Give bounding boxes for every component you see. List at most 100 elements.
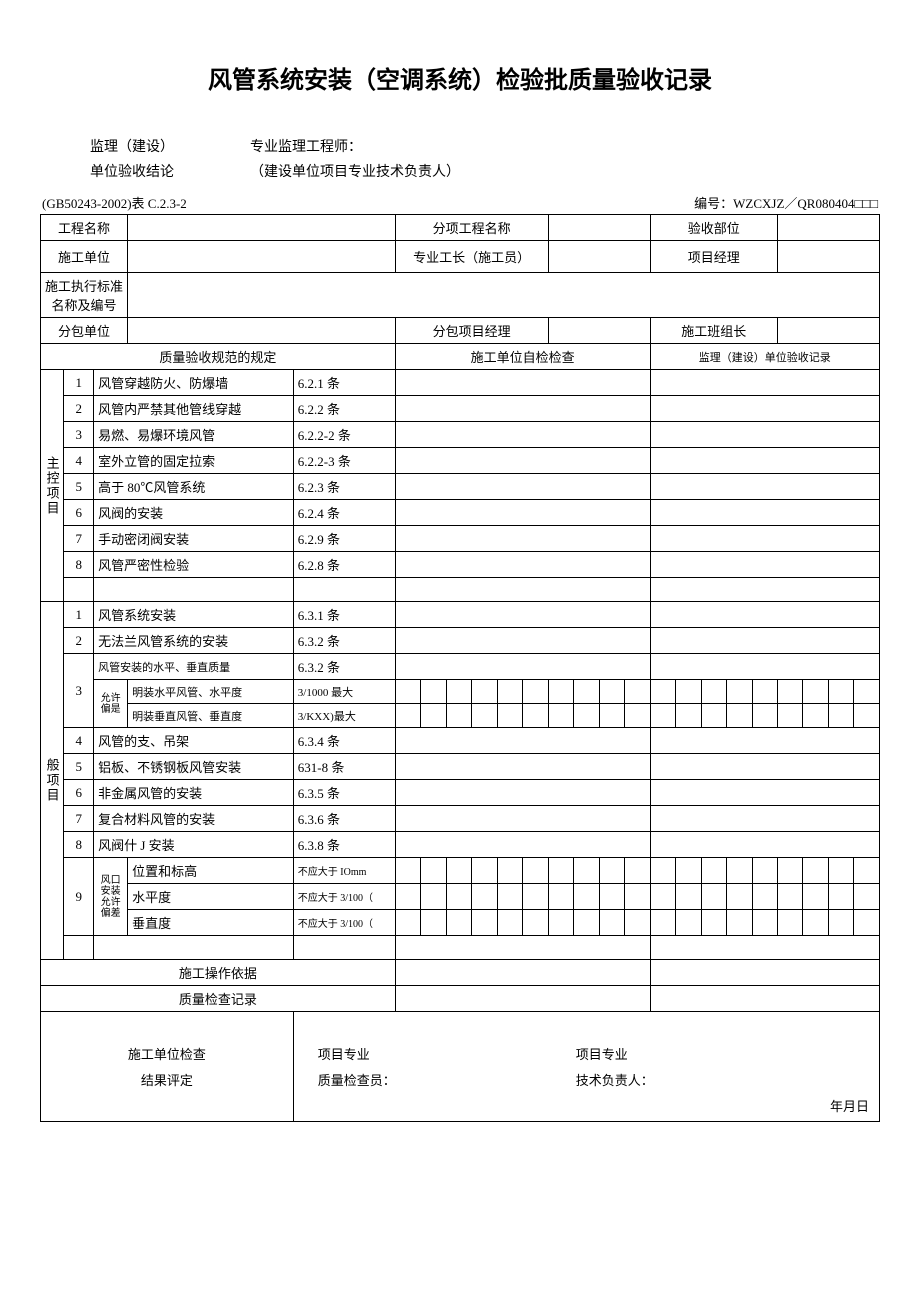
- line2: 结果评定: [45, 1068, 289, 1094]
- col-1: 质量验收规范的规定: [41, 344, 396, 370]
- desc: 位置和标高: [128, 858, 294, 884]
- num: 8: [64, 552, 94, 578]
- main-item-4: 4 室外立管的固定拉索 6.2.2-3 条: [41, 448, 880, 474]
- line1: 施工单位检查: [45, 1042, 289, 1068]
- label: 分包单位: [41, 318, 128, 344]
- desc: 风管严密性检验: [94, 552, 294, 578]
- value: [128, 241, 396, 273]
- gen-item-9c: 垂直度 不应大于 3/100（: [41, 910, 880, 936]
- num: 2: [64, 396, 94, 422]
- value: [548, 318, 650, 344]
- label: 专业工长（施工员）: [395, 241, 548, 273]
- num: 6: [64, 500, 94, 526]
- label: 项目经理: [650, 241, 777, 273]
- num: 6: [64, 780, 94, 806]
- label: 分包项目经理: [395, 318, 548, 344]
- ref: 3/KXX)最大: [293, 704, 395, 728]
- ref: 不应大于 3/100（: [293, 910, 395, 936]
- desc: 水平度: [128, 884, 294, 910]
- desc: 非金属风管的安装: [94, 780, 294, 806]
- desc: 垂直度: [128, 910, 294, 936]
- desc: 风阀什 J 安装: [94, 832, 294, 858]
- gen-item-9a: 9 风口安装允许偏差 位置和标高 不应大于 IOmm: [41, 858, 880, 884]
- label: 工程名称: [41, 215, 128, 241]
- ref: 不应大于 IOmm: [293, 858, 395, 884]
- ref: 6.2.8 条: [293, 552, 395, 578]
- value: [777, 318, 879, 344]
- info-row-1: 工程名称 分项工程名称 验收部位: [41, 215, 880, 241]
- value: [128, 215, 396, 241]
- ref: 6.2.2-2 条: [293, 422, 395, 448]
- desc: 风管内严禁其他管线穿越: [94, 396, 294, 422]
- gen-item-2: 2 无法兰风管系统的安装 6.3.2 条: [41, 628, 880, 654]
- label: 施工操作依据: [41, 960, 396, 986]
- num: 1: [64, 602, 94, 628]
- footer-left: 施工单位检查 结果评定: [41, 1012, 294, 1122]
- desc: 铝板、不锈钢板风管安装: [94, 754, 294, 780]
- ref: 6.2.2 条: [293, 396, 395, 422]
- doc-number: 编号：WZCXJZ／QR080404□□□: [694, 193, 878, 212]
- col-3: 监理（建设）单位验收记录: [650, 344, 879, 370]
- num: 5: [64, 474, 94, 500]
- value: [548, 241, 650, 273]
- main-item-5: 5 高于 80℃风管系统 6.2.3 条: [41, 474, 880, 500]
- desc: 风阀的安装: [94, 500, 294, 526]
- num: 1: [64, 370, 94, 396]
- main-item-8: 8 风管严密性检验 6.2.8 条: [41, 552, 880, 578]
- side: 允许偏是: [94, 680, 128, 728]
- main-item-2: 2 风管内严禁其他管线穿越 6.2.2 条: [41, 396, 880, 422]
- desc: 风管安装的水平、垂直质量: [94, 654, 294, 680]
- gen-item-3b: 允许偏是 明装水平风管、水平度 3/1000 最大: [41, 680, 880, 704]
- group-general-label: 般项目: [41, 602, 64, 960]
- ref: 6.2.2-3 条: [293, 448, 395, 474]
- num: 3: [64, 422, 94, 448]
- ref: 6.3.2 条: [293, 628, 395, 654]
- desc: 无法兰风管系统的安装: [94, 628, 294, 654]
- num: 4: [64, 728, 94, 754]
- ref: 6.2.3 条: [293, 474, 395, 500]
- desc: 易燃、易爆环境风管: [94, 422, 294, 448]
- desc: 明装垂直风管、垂直度: [128, 704, 294, 728]
- gen-item-6: 6 非金属风管的安装 6.3.5 条: [41, 780, 880, 806]
- desc: 复合材料风管的安装: [94, 806, 294, 832]
- num: 9: [64, 858, 94, 936]
- footer-row-2: 质量检查记录: [41, 986, 880, 1012]
- main-item-3: 3 易燃、易爆环境风管 6.2.2-2 条: [41, 422, 880, 448]
- supervise-check: [650, 370, 879, 396]
- owner-label: （建设单位项目专业技术负责人）: [250, 160, 460, 185]
- col-2: 施工单位自检检查: [395, 344, 650, 370]
- ref: 6.2.4 条: [293, 500, 395, 526]
- desc: 明装水平风管、水平度: [128, 680, 294, 704]
- gen-item-7: 7 复合材料风管的安装 6.3.6 条: [41, 806, 880, 832]
- right-block: 项目专业 技术负责人：: [576, 1042, 654, 1094]
- desc: 高于 80℃风管系统: [94, 474, 294, 500]
- engineer-label: 专业监理工程师：: [250, 135, 460, 160]
- line1: 项目专业: [576, 1042, 654, 1068]
- value: [128, 273, 880, 318]
- date: 年月日: [830, 1096, 869, 1115]
- num: 2: [64, 628, 94, 654]
- ref: 6.3.4 条: [293, 728, 395, 754]
- ref: 6.3.2 条: [293, 654, 395, 680]
- ref: 6.2.9 条: [293, 526, 395, 552]
- ref: 6.3.8 条: [293, 832, 395, 858]
- label: 施工单位: [41, 241, 128, 273]
- group-main-label: 主控项目: [41, 370, 64, 602]
- value: [548, 215, 650, 241]
- info-row-2: 施工单位 专业工长（施工员） 项目经理: [41, 241, 880, 273]
- self-check: [395, 370, 650, 396]
- inspection-table: 工程名称 分项工程名称 验收部位 施工单位 专业工长（施工员） 项目经理 施工执…: [40, 214, 880, 1122]
- num: 7: [64, 526, 94, 552]
- footer-right: 项目专业 质量检查员： 项目专业 技术负责人： 年月日: [293, 1012, 879, 1122]
- gen-item-1: 般项目 1 风管系统安装 6.3.1 条: [41, 602, 880, 628]
- value: [128, 318, 396, 344]
- main-item-6: 6 风阀的安装 6.2.4 条: [41, 500, 880, 526]
- num: 5: [64, 754, 94, 780]
- mid-block: 项目专业 质量检查员：: [318, 1042, 396, 1094]
- label: 施工执行标准名称及编号: [41, 273, 128, 318]
- num: 8: [64, 832, 94, 858]
- ref: 3/1000 最大: [293, 680, 395, 704]
- label: 质量检查记录: [41, 986, 396, 1012]
- label: 验收部位: [650, 215, 777, 241]
- info-row-4: 分包单位 分包项目经理 施工班组长: [41, 318, 880, 344]
